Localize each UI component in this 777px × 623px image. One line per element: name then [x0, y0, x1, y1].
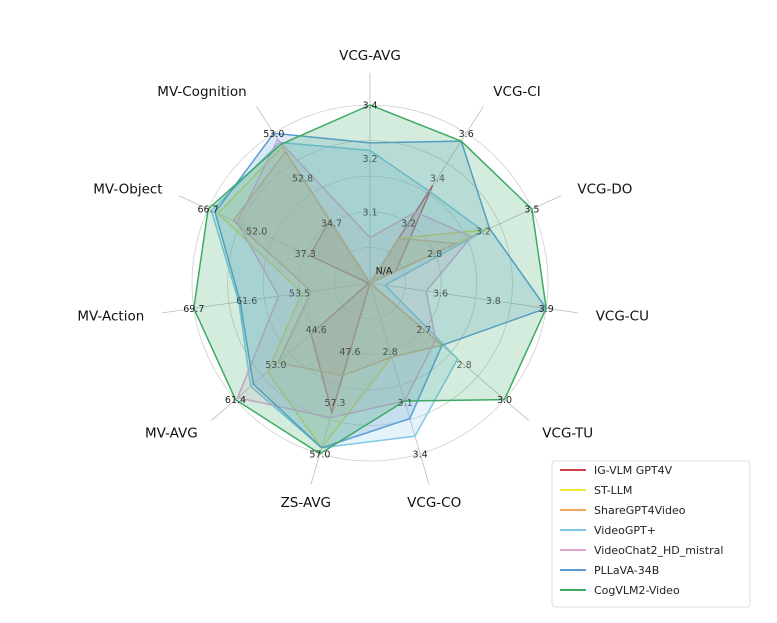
- tick-label-zs-avg-2: 57.3: [324, 398, 345, 409]
- tick-label-mv-object-2: 52.0: [246, 227, 267, 238]
- axis-label-mv-object: MV-Object: [93, 181, 162, 197]
- axis-label-mv-avg: MV-AVG: [145, 425, 198, 441]
- tick-label-vcg-co-1: 2.8: [383, 347, 398, 358]
- series-layer: [193, 104, 547, 455]
- spoke-vcg-co: [369, 282, 430, 485]
- center-label: N/A: [376, 266, 393, 277]
- axis-label-mv-action: MV-Action: [77, 308, 144, 324]
- tick-label-vcg-cu-1: 3.6: [433, 289, 448, 300]
- tick-label-mv-avg-3: 61.4: [225, 395, 246, 406]
- legend-entry-ig-vlm-gpt4v: IG-VLM GPT4V: [594, 464, 673, 477]
- tick-label-vcg-avg-3: 3.4: [362, 101, 377, 112]
- axis-label-zs-avg: ZS-AVG: [281, 495, 331, 511]
- series-videogpt: [210, 141, 485, 449]
- tick-label-mv-cognition-2: 52.8: [292, 174, 313, 185]
- tick-label-vcg-do-1: 2.8: [427, 249, 442, 260]
- tick-label-mv-cognition-3: 53.0: [263, 129, 284, 140]
- tick-label-vcg-tu-1: 2.7: [416, 325, 431, 336]
- legend-entry-st-llm: ST-LLM: [594, 484, 632, 497]
- axis-label-vcg-do: VCG-DO: [577, 181, 632, 197]
- legend-entry-videogpt: VideoGPT+: [594, 524, 656, 537]
- series-pllava-34b: [214, 132, 547, 449]
- legend-entry-pllava-34b: PLLaVA-34B: [594, 564, 659, 577]
- axis-label-vcg-ci: VCG-CI: [493, 84, 540, 100]
- legend-frame: [551, 460, 751, 608]
- series-sharegpt4video: [232, 150, 458, 377]
- series-st-llm: [217, 146, 488, 449]
- tick-label-vcg-cu-3: 3.9: [539, 304, 554, 315]
- tick-label-mv-object-1: 37.3: [295, 249, 316, 260]
- axis-label-vcg-tu: VCG-TU: [542, 425, 593, 441]
- legend-entry-videochat2-hd-mistral: VideoChat2_HD_mistral: [594, 544, 723, 557]
- tick-label-vcg-avg-1: 3.1: [362, 207, 377, 218]
- tick-label-mv-avg-2: 53.0: [265, 360, 286, 371]
- legend-entry-sharegpt4video: ShareGPT4Video: [594, 504, 686, 517]
- tick-label-mv-action-3: 69.7: [183, 304, 204, 315]
- tick-label-vcg-avg-2: 3.2: [362, 154, 377, 165]
- tick-label-zs-avg-1: 47.6: [339, 347, 360, 358]
- series-ig-vlm-gpt4v: [309, 185, 443, 414]
- tick-label-vcg-co-2: 3.1: [398, 398, 413, 409]
- tick-label-vcg-ci-3: 3.6: [459, 129, 474, 140]
- tick-label-vcg-ci-2: 3.4: [430, 174, 445, 185]
- legend-entry-cogvlm2-video: CogVLM2-Video: [594, 584, 680, 597]
- axis-label-mv-cognition: MV-Cognition: [157, 84, 246, 100]
- tick-label-mv-action-1: 53.5: [289, 289, 310, 300]
- tick-label-vcg-do-3: 3.5: [524, 205, 539, 216]
- tick-label-mv-action-2: 61.6: [236, 296, 257, 307]
- axis-label-vcg-co: VCG-CO: [407, 495, 461, 511]
- axis-label-vcg-cu: VCG-CU: [596, 308, 649, 324]
- tick-label-vcg-tu-3: 3.0: [497, 395, 512, 406]
- tick-label-mv-object-3: 66.7: [198, 205, 219, 216]
- axis-label-vcg-avg: VCG-AVG: [339, 48, 401, 64]
- tick-label-mv-cognition-1: 34.7: [321, 219, 342, 230]
- spoke-vcg-cu: [369, 282, 578, 314]
- tick-label-vcg-do-2: 3.2: [476, 227, 491, 238]
- tick-label-vcg-ci-1: 3.2: [401, 219, 416, 230]
- tick-label-vcg-co-3: 3.4: [413, 449, 428, 460]
- tick-label-zs-avg-3: 57.0: [309, 449, 330, 460]
- tick-label-vcg-cu-2: 3.8: [486, 296, 501, 307]
- spoke-mv-action: [162, 282, 371, 314]
- legend: IG-VLM GPT4V ST-LLM ShareGPT4Video VideoGPT…: [551, 460, 751, 608]
- tick-layer: 3.1 3.2 3.4 3.2 3.4 3.6 2.8 3.2 3.5 3.6 3.8 3.9 2.7 2…: [183, 101, 554, 461]
- tick-label-mv-avg-1: 44.6: [306, 325, 327, 336]
- axis-label-layer: VCG-AVG VCG-CI VCG-DO VCG-CU VCG-TU VCG-CO ZS-…: [77, 48, 649, 511]
- series-videochat2-hd-mistral: [236, 138, 473, 419]
- series-cogvlm2-video: [193, 104, 547, 455]
- tick-label-vcg-tu-2: 2.8: [457, 360, 472, 371]
